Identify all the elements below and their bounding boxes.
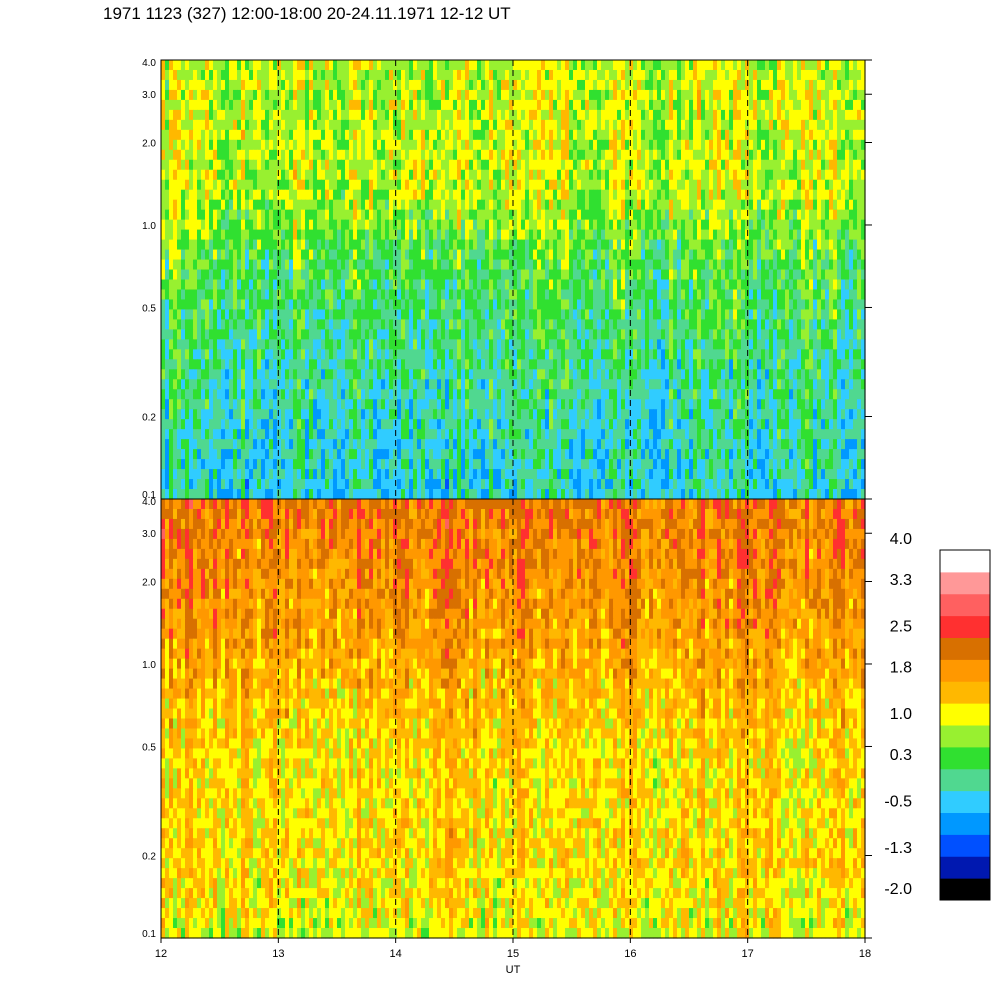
colorbar-label: 0.3: [890, 747, 912, 764]
colorbar-swatch: [940, 746, 990, 770]
colorbar-label: 1.8: [890, 659, 912, 676]
x-axis-label: UT: [506, 964, 521, 976]
top-spectrogram-panel: 4.0 3.0 2.0 1.0 0.5 0.2 0.1: [142, 58, 872, 501]
bottom-y-tick-label: 0.1: [142, 929, 156, 940]
colorbar-label: 1.0: [890, 706, 912, 723]
x-tick-label: 18: [859, 948, 871, 960]
colorbar-swatch: [940, 637, 990, 660]
x-tick-label: 14: [390, 948, 402, 960]
bottom-y-tick-label: 0.5: [142, 742, 156, 753]
x-tick-label: 15: [507, 948, 519, 960]
colorbar-swatch: [940, 725, 990, 748]
bottom-y-tick-label: 1.0: [142, 660, 156, 671]
colorbar-swatch: [940, 593, 990, 617]
colorbar-swatch: [940, 790, 990, 814]
top-y-tick-label: 0.1: [142, 490, 156, 501]
colorbar-label: -0.5: [884, 794, 912, 811]
bottom-spectrogram-panel: 4.0 3.0 2.0 1.0 0.5 0.2 0.1 12 13 14 15 16 17 18 UT: [142, 497, 872, 976]
colorbar-swatch: [940, 878, 990, 901]
colorbar-swatch: [940, 550, 990, 573]
colorbar-swatch: [940, 615, 990, 639]
colorbar-swatch: [940, 681, 990, 704]
top-y-tick-label: 1.0: [142, 221, 156, 232]
x-tick-label: 17: [742, 948, 754, 960]
colorbar-swatch: [940, 703, 990, 726]
x-tick-label: 16: [624, 948, 636, 960]
colorbar-swatch: [940, 659, 990, 682]
colorbar-label: -2.0: [884, 881, 912, 898]
colorbar-swatch: [940, 571, 990, 595]
x-tick-label: 13: [272, 948, 284, 960]
x-tick-label: 12: [155, 948, 167, 960]
colorbar-swatch: [940, 834, 990, 857]
bottom-y-tick-label: 0.2: [142, 852, 156, 863]
bottom-y-tick-label: 3.0: [142, 529, 156, 540]
colorbar-label: 3.3: [890, 572, 912, 589]
colorbar-swatch: [940, 812, 990, 835]
top-y-tick-label: 3.0: [142, 90, 156, 101]
top-y-tick-label: 4.0: [142, 58, 156, 69]
top-y-tick-label: 0.5: [142, 303, 156, 314]
colorbar-swatch: [940, 856, 990, 879]
top-y-tick-label: 2.0: [142, 138, 156, 149]
chart-title: 1971 1123 (327) 12:00-18:00 20-24.11.197…: [103, 4, 511, 23]
top-y-tick-label: 0.2: [142, 413, 156, 424]
colorbar-label: 4.0: [890, 531, 912, 548]
bottom-y-tick-label: 2.0: [142, 577, 156, 588]
colorbar-label: 2.5: [890, 619, 912, 636]
bottom-y-tick-label: 4.0: [142, 497, 156, 508]
colorbar-swatch: [940, 768, 990, 792]
colorbar: 4.0 3.3 2.5 1.8 1.0 0.3 -0.5 -1.3 -2.0: [884, 531, 991, 901]
colorbar-label: -1.3: [884, 840, 912, 857]
